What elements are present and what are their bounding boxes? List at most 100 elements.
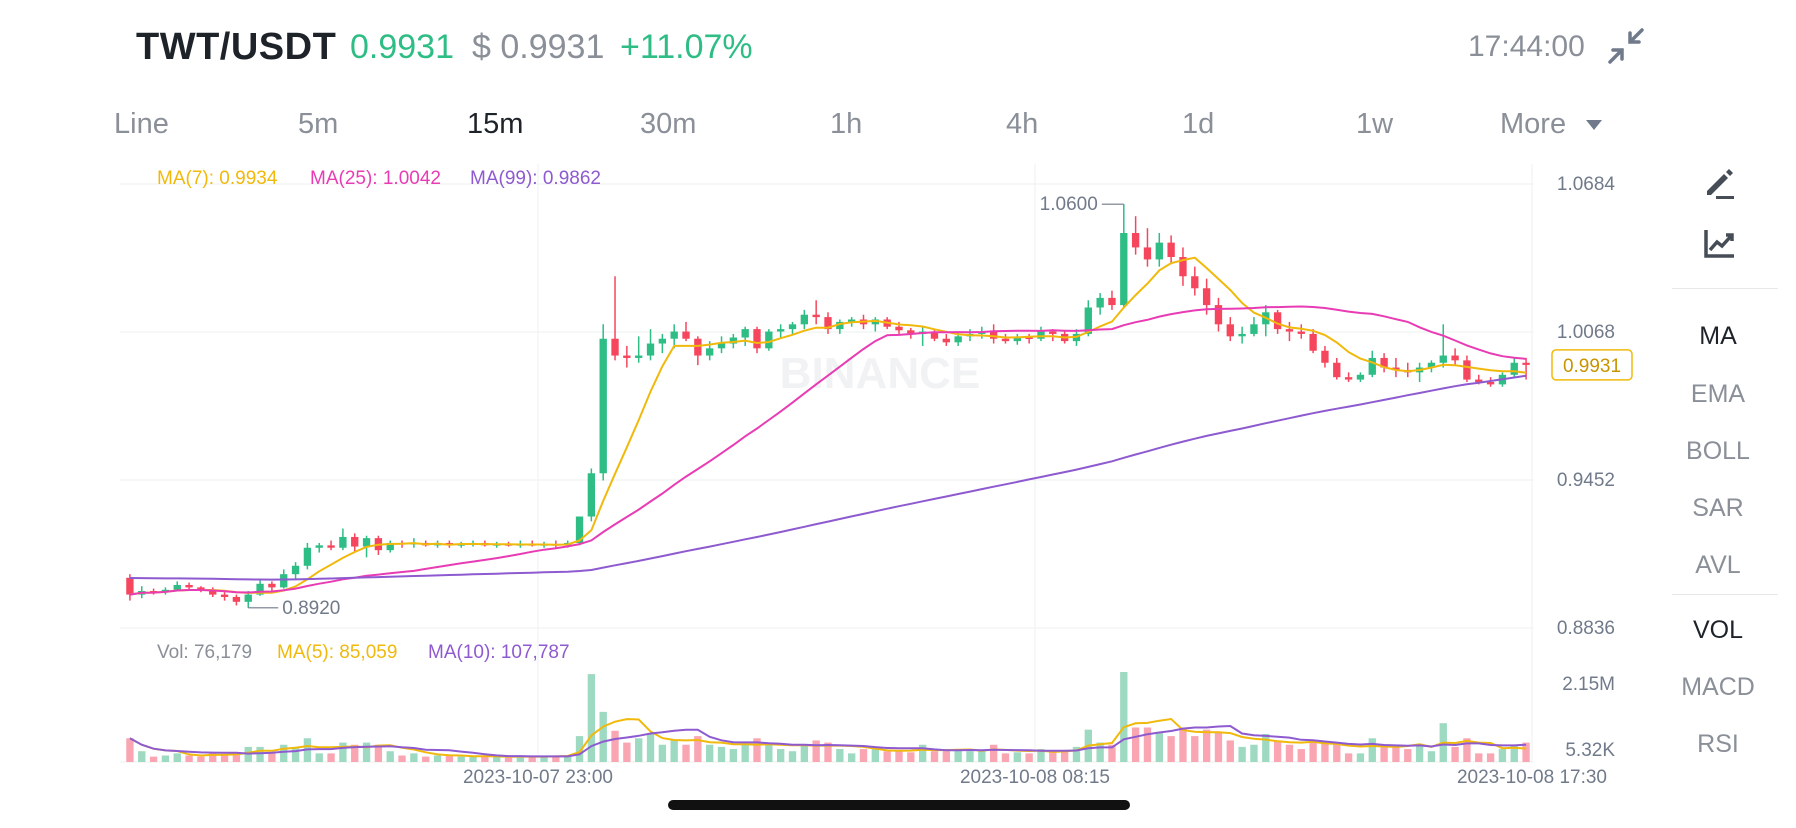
collapse-icon[interactable] bbox=[1606, 26, 1646, 66]
volume-bar bbox=[1297, 749, 1305, 762]
volume-bar bbox=[966, 751, 974, 762]
candle-body bbox=[1285, 329, 1294, 332]
candle bbox=[611, 276, 619, 361]
volume-bar bbox=[836, 749, 844, 762]
line-chart-icon[interactable] bbox=[1702, 226, 1738, 262]
candle-body bbox=[1191, 276, 1199, 289]
volume-bar bbox=[1013, 752, 1021, 762]
volume-bar bbox=[351, 744, 359, 762]
volume-bar bbox=[646, 733, 655, 762]
candle-body bbox=[1368, 357, 1376, 375]
candle bbox=[1333, 357, 1341, 380]
volume-axis-label: 5.32K bbox=[1565, 740, 1615, 761]
volume-bar bbox=[1262, 733, 1270, 762]
tab-line[interactable]: Line bbox=[114, 108, 169, 140]
candle-body bbox=[777, 329, 785, 332]
volume-bar bbox=[729, 749, 738, 762]
candle-body bbox=[729, 337, 738, 344]
indicator-macd[interactable]: MACD bbox=[1681, 673, 1755, 701]
tab-1w[interactable]: 1w bbox=[1356, 108, 1394, 140]
volume-bar bbox=[1108, 744, 1116, 762]
volume-bar bbox=[587, 674, 596, 762]
volume-bar bbox=[280, 744, 288, 762]
candle-body bbox=[1155, 242, 1163, 260]
tab-more[interactable]: More bbox=[1500, 108, 1604, 141]
volume-bar bbox=[1463, 738, 1471, 762]
volume-bar bbox=[824, 742, 832, 762]
candle bbox=[753, 326, 761, 354]
candle-body bbox=[635, 355, 643, 358]
indicator-rsi[interactable]: RSI bbox=[1697, 730, 1739, 758]
price-axis-label: 1.0068 bbox=[1557, 322, 1615, 343]
volume-bar bbox=[185, 755, 193, 762]
candle bbox=[173, 581, 181, 591]
volume-bar bbox=[1072, 746, 1081, 762]
candle-body bbox=[1439, 355, 1447, 363]
indicator-ma[interactable]: MA bbox=[1699, 322, 1737, 350]
volume-bar bbox=[540, 756, 548, 762]
candle bbox=[587, 468, 596, 522]
candle-body bbox=[1049, 331, 1057, 334]
volume-bar bbox=[777, 749, 785, 762]
pair-symbol[interactable]: TWT/USDT bbox=[136, 26, 337, 68]
volume-bar bbox=[374, 744, 383, 762]
candles-layer bbox=[126, 204, 1530, 608]
volume-bar bbox=[552, 755, 560, 762]
candle-body bbox=[989, 331, 998, 339]
volume-bar bbox=[1356, 753, 1365, 762]
candle bbox=[930, 329, 939, 342]
vol-label: Vol: 76,179 bbox=[157, 642, 252, 663]
candle bbox=[1285, 321, 1294, 342]
indicator-boll[interactable]: BOLL bbox=[1686, 437, 1750, 465]
candle-body bbox=[1037, 331, 1045, 339]
pencil-icon[interactable] bbox=[1702, 164, 1738, 200]
candle-body bbox=[812, 314, 820, 318]
candle-body bbox=[1238, 333, 1246, 337]
volume-bar bbox=[694, 736, 702, 762]
volume-bar bbox=[1344, 753, 1353, 762]
candle-body bbox=[942, 338, 950, 343]
candle bbox=[694, 336, 702, 366]
volume-bar bbox=[209, 753, 217, 762]
candle-body bbox=[706, 348, 714, 356]
ma7-label: MA(7): 0.9934 bbox=[157, 168, 278, 189]
candle bbox=[989, 324, 998, 344]
tab-5m[interactable]: 5m bbox=[298, 108, 339, 140]
tab-4h[interactable]: 4h bbox=[1006, 108, 1039, 140]
candle bbox=[1120, 204, 1128, 308]
candle-body bbox=[351, 536, 359, 547]
candle bbox=[1380, 353, 1388, 373]
candle-body bbox=[623, 355, 631, 358]
candle bbox=[670, 324, 678, 349]
candle bbox=[623, 345, 631, 368]
volume-bar bbox=[315, 753, 323, 762]
volume-bar bbox=[800, 744, 809, 762]
indicator-vol[interactable]: VOL bbox=[1692, 616, 1744, 644]
candle bbox=[315, 542, 323, 553]
indicator-ema[interactable]: EMA bbox=[1690, 380, 1746, 408]
time-axis-label: 2023-10-08 08:15 bbox=[960, 767, 1110, 788]
volume-bar bbox=[682, 744, 690, 762]
candle-body bbox=[185, 584, 193, 588]
tab-1h[interactable]: 1h bbox=[830, 108, 863, 140]
candle-body bbox=[1392, 367, 1400, 370]
candle bbox=[1309, 329, 1317, 354]
volume-bar bbox=[398, 755, 406, 762]
axes-layer: 1.0684 1.0068 0.9452 0.8836 2.15M 5.32K 2023-1… bbox=[463, 174, 1615, 788]
volume-bar bbox=[765, 742, 773, 762]
indicator-avl[interactable]: AVL bbox=[1695, 551, 1741, 579]
volume-bar bbox=[268, 753, 276, 762]
candle-body bbox=[1297, 331, 1305, 334]
candle-body bbox=[1226, 324, 1234, 337]
tab-30m[interactable]: 30m bbox=[640, 108, 697, 140]
last-price: 0.9931 bbox=[350, 28, 454, 66]
volume-bar bbox=[942, 751, 950, 762]
indicator-sar[interactable]: SAR bbox=[1692, 494, 1744, 522]
candle bbox=[339, 528, 347, 551]
volume-bar bbox=[1510, 744, 1518, 762]
tab-15m[interactable]: 15m bbox=[467, 108, 524, 140]
volume-bar bbox=[1451, 746, 1459, 762]
candle-body bbox=[1522, 362, 1530, 365]
tab-1d[interactable]: 1d bbox=[1182, 108, 1215, 140]
